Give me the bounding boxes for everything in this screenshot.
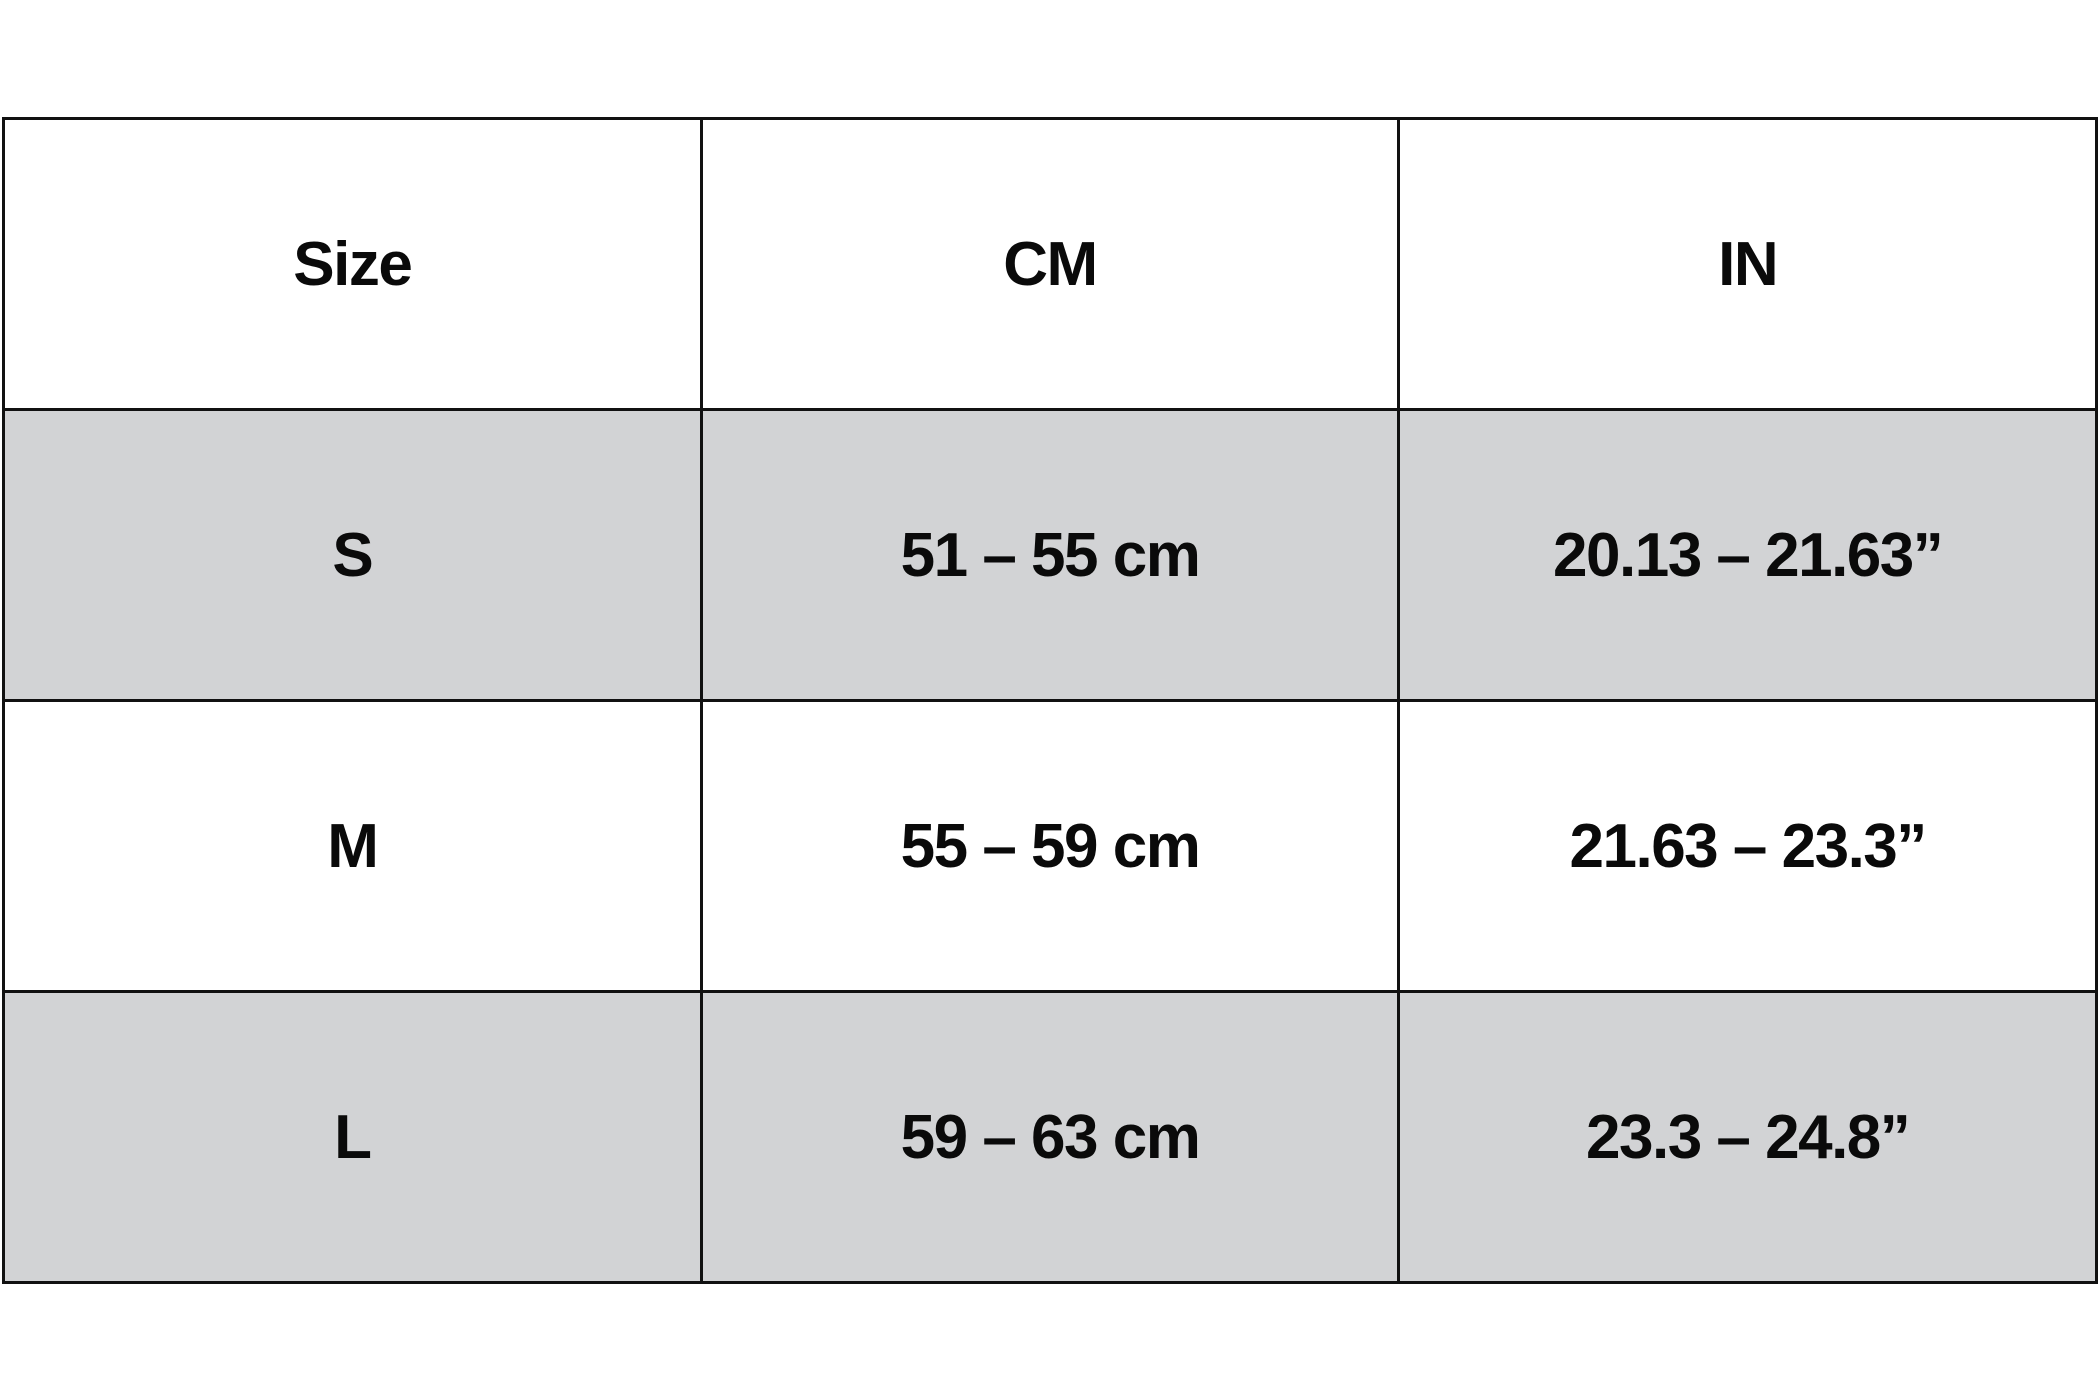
header-in: IN bbox=[1397, 117, 2098, 411]
size-cell: M bbox=[2, 699, 703, 993]
size-cell: L bbox=[2, 990, 703, 1284]
cm-cell: 51 – 55 cm bbox=[699, 408, 1401, 702]
table-row: L 59 – 63 cm 23.3 – 24.8” bbox=[2, 990, 2098, 1284]
table-row: M 55 – 59 cm 21.63 – 23.3” bbox=[2, 699, 2098, 993]
in-cell: 20.13 – 21.63” bbox=[1397, 408, 2098, 702]
size-cell: S bbox=[2, 408, 703, 702]
size-chart-table: Size CM IN S 51 – 55 cm 20.13 – 21.63” M… bbox=[2, 117, 2098, 1284]
cm-cell: 55 – 59 cm bbox=[699, 699, 1401, 993]
cm-cell: 59 – 63 cm bbox=[699, 990, 1401, 1284]
header-cm: CM bbox=[699, 117, 1401, 411]
table-row: S 51 – 55 cm 20.13 – 21.63” bbox=[2, 408, 2098, 702]
header-row: Size CM IN bbox=[2, 117, 2098, 411]
in-cell: 23.3 – 24.8” bbox=[1397, 990, 2098, 1284]
in-cell: 21.63 – 23.3” bbox=[1397, 699, 2098, 993]
header-size: Size bbox=[2, 117, 703, 411]
